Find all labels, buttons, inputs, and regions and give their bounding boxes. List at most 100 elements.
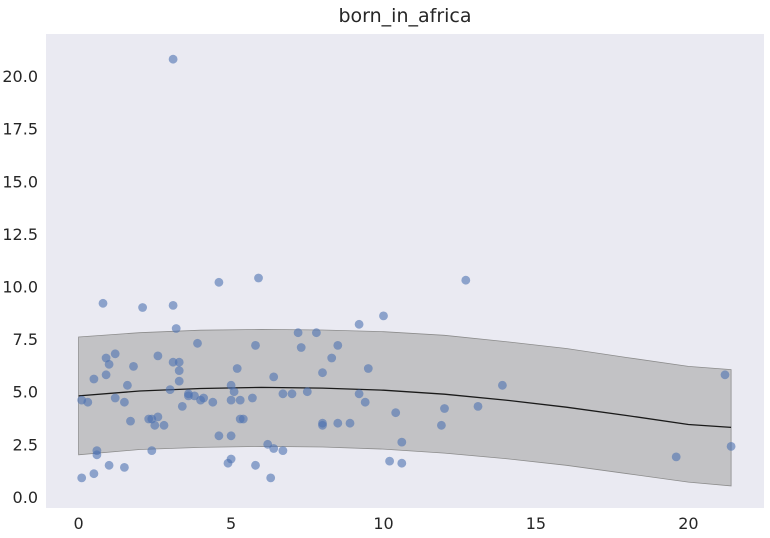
y-tick-label: 15.0 [2,172,38,191]
data-point [726,442,736,451]
data-point [354,319,364,329]
data-point [153,412,163,422]
data-point [312,328,321,338]
data-point [104,359,114,369]
data-points-layer [77,54,736,483]
data-point [671,452,681,462]
data-point [126,416,135,426]
x-tick-label: 10 [373,514,393,533]
data-point [461,275,471,285]
data-point [238,414,248,424]
data-point [165,385,175,394]
data-point [150,420,160,430]
y-tick-label: 5.0 [13,383,38,402]
data-point [269,444,279,453]
data-point [345,418,355,428]
data-point [184,391,193,401]
data-point [138,303,148,312]
data-point [77,473,87,483]
data-point [168,357,178,367]
data-point [363,364,373,373]
data-point [177,402,187,411]
data-point [110,349,120,359]
x-tick-label: 15 [526,514,546,533]
data-point [214,277,224,287]
data-point [437,420,446,430]
data-point [171,324,181,333]
data-point [278,446,288,455]
data-point [235,395,245,405]
data-point [473,402,483,411]
data-point [397,458,407,468]
x-tick-label: 0 [74,514,84,533]
fit-line [78,386,732,429]
data-point [232,364,242,373]
data-point [385,456,394,466]
data-point [174,357,184,367]
data-point [391,408,401,418]
data-point [120,397,129,407]
y-tick-label: 2.5 [13,435,38,454]
data-point [318,420,327,430]
data-point [199,393,209,403]
data-point [498,380,507,390]
data-point [153,351,163,361]
data-point [302,387,312,397]
data-point [360,397,370,407]
data-point [174,366,184,375]
data-point [120,463,129,472]
y-tick-label: 12.5 [2,225,38,244]
data-point [251,341,260,350]
confidence-band [78,328,732,487]
data-point [293,328,303,338]
y-tick-label: 7.5 [13,330,38,349]
fit-line-layer [78,386,732,429]
data-point [98,298,108,308]
data-point [226,431,236,441]
data-point [296,343,306,352]
data-point [193,338,202,348]
data-point [318,368,327,378]
data-point [248,393,257,403]
data-point [174,376,184,386]
data-point [379,311,388,321]
data-point [354,389,364,399]
confidence-band-layer [78,328,732,487]
data-point [327,353,337,363]
data-point [159,420,169,430]
x-tick-label: 5 [226,514,236,533]
y-tick-label: 20.0 [2,67,38,86]
data-point [269,372,279,382]
data-point [287,389,297,399]
data-point [92,446,102,455]
data-point [83,397,93,407]
data-point [251,460,260,470]
data-point [129,362,138,371]
data-point [110,393,120,403]
data-point [168,54,178,64]
chart-title: born_in_africa [338,5,471,27]
y-tick-label: 17.5 [2,120,38,139]
data-point [226,395,236,405]
x-tick-labels: 0 5 10 15 20 [74,514,699,533]
data-point [123,380,132,390]
data-point [214,431,224,441]
y-tick-label: 0.0 [13,488,38,507]
data-point [101,370,111,380]
x-tick-label: 20 [678,514,698,533]
data-point [208,397,218,407]
data-point [440,404,449,413]
data-point [254,273,263,283]
data-point [229,387,239,397]
y-tick-labels: 0.0 2.5 5.0 7.5 10.0 12.5 15.0 17.5 20.0 [2,67,38,507]
data-point [226,454,236,464]
data-point [720,370,730,380]
data-point [89,374,99,384]
data-point [333,418,343,428]
y-tick-label: 10.0 [2,278,38,297]
data-point [266,473,276,483]
data-point [278,389,288,399]
data-point [147,446,157,455]
data-point [397,437,407,447]
